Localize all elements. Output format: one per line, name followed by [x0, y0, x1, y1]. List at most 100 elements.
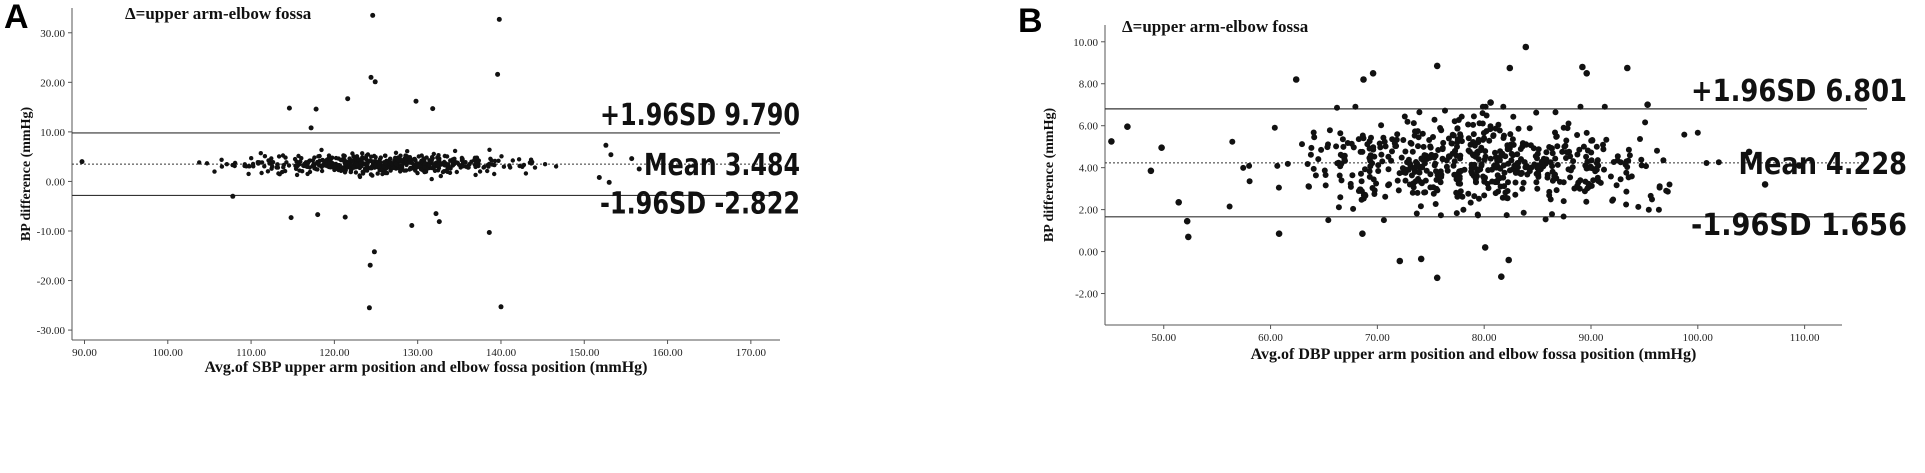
outlier-point	[308, 125, 314, 131]
data-point	[343, 161, 348, 167]
outlier-point	[288, 215, 294, 221]
data-point	[1626, 152, 1633, 159]
data-point	[422, 165, 427, 170]
data-point	[311, 161, 316, 167]
data-point	[1563, 137, 1570, 144]
outlier-point	[371, 249, 377, 255]
data-point	[1597, 179, 1604, 186]
x-tick-label: 80.00	[1472, 332, 1497, 344]
data-point	[275, 162, 280, 167]
data-point	[1520, 209, 1527, 216]
outlier-point	[1579, 63, 1586, 71]
lower-loa-label: -1.96SD 1.656	[1691, 208, 1907, 243]
outlier-point	[313, 106, 319, 112]
data-point	[482, 164, 487, 169]
data-point	[1307, 151, 1314, 158]
data-point	[1492, 190, 1499, 197]
data-point	[1554, 161, 1561, 168]
data-point	[1368, 134, 1374, 141]
data-point	[1549, 177, 1556, 184]
outlier-point	[496, 16, 502, 22]
outlier-point	[1158, 144, 1165, 151]
data-point	[490, 162, 495, 167]
data-point	[1507, 142, 1514, 149]
data-point	[315, 160, 320, 166]
upper-loa-label: +1.96SD 9.790	[600, 98, 800, 133]
data-point	[1335, 204, 1342, 211]
data-point	[370, 159, 375, 164]
y-tick-label: 10.00	[1073, 37, 1098, 49]
data-point	[1601, 103, 1608, 110]
data-point	[1467, 199, 1474, 206]
data-point	[431, 151, 436, 157]
data-point	[1378, 122, 1385, 129]
data-point	[1635, 203, 1642, 210]
outlier-point	[1498, 273, 1505, 281]
data-point	[1451, 158, 1458, 165]
data-point	[1312, 172, 1319, 179]
data-point	[1408, 172, 1415, 179]
y-tick-label: -30.00	[37, 325, 66, 337]
data-point	[1590, 177, 1597, 184]
mean-label: Mean 3.484	[644, 148, 800, 183]
data-point	[542, 162, 548, 167]
data-point	[429, 158, 434, 163]
data-point	[1350, 205, 1357, 212]
data-point	[1411, 132, 1418, 139]
mean-label: Mean 4.228	[1739, 147, 1907, 182]
data-point	[1308, 144, 1315, 151]
data-point	[1510, 113, 1517, 120]
data-point	[1567, 174, 1574, 181]
data-point	[292, 156, 298, 162]
data-point	[1460, 206, 1467, 213]
data-point	[379, 167, 385, 173]
outlier-point	[368, 74, 374, 80]
data-point	[1454, 125, 1461, 132]
data-point	[1623, 169, 1630, 176]
x-tick-label: 120.00	[319, 347, 350, 359]
data-point	[412, 156, 417, 162]
data-points-group	[1108, 43, 1803, 282]
data-point	[1582, 178, 1589, 185]
data-point	[454, 169, 459, 175]
data-point	[1321, 167, 1328, 174]
data-point	[1512, 191, 1519, 198]
data-point	[1310, 129, 1317, 136]
y-tick-label: 8.00	[1079, 79, 1099, 91]
panel-label-a: A	[4, 0, 29, 36]
data-point	[246, 171, 251, 177]
data-point	[1475, 156, 1482, 163]
outlier-point	[603, 142, 609, 148]
data-point	[501, 164, 507, 169]
data-point	[1394, 177, 1401, 184]
data-point	[1402, 177, 1409, 184]
data-point	[1495, 175, 1502, 182]
data-point	[323, 160, 328, 165]
data-point	[441, 169, 447, 174]
data-point	[357, 174, 363, 180]
y-tick-label: 0.00	[1079, 247, 1099, 259]
data-point	[262, 154, 268, 159]
data-point	[1457, 188, 1464, 195]
data-point	[1481, 192, 1488, 199]
data-point	[1546, 188, 1553, 195]
data-point	[1519, 185, 1526, 192]
data-point	[1240, 164, 1247, 171]
data-point	[319, 147, 324, 153]
y-tick-label: 2.00	[1079, 205, 1099, 217]
data-point	[350, 158, 355, 164]
outlier-point	[1487, 99, 1494, 106]
data-point	[1538, 158, 1545, 165]
data-point	[523, 171, 529, 176]
data-point	[1540, 163, 1547, 170]
data-point	[259, 170, 264, 176]
data-point	[351, 154, 356, 159]
data-point	[1507, 131, 1514, 138]
data-point	[316, 154, 321, 159]
data-point	[436, 153, 441, 158]
x-tick-label: 100.00	[1683, 332, 1714, 344]
data-point	[312, 155, 317, 160]
y-tick-label: 30.00	[40, 28, 65, 40]
data-point	[312, 166, 317, 171]
data-point	[382, 153, 388, 158]
